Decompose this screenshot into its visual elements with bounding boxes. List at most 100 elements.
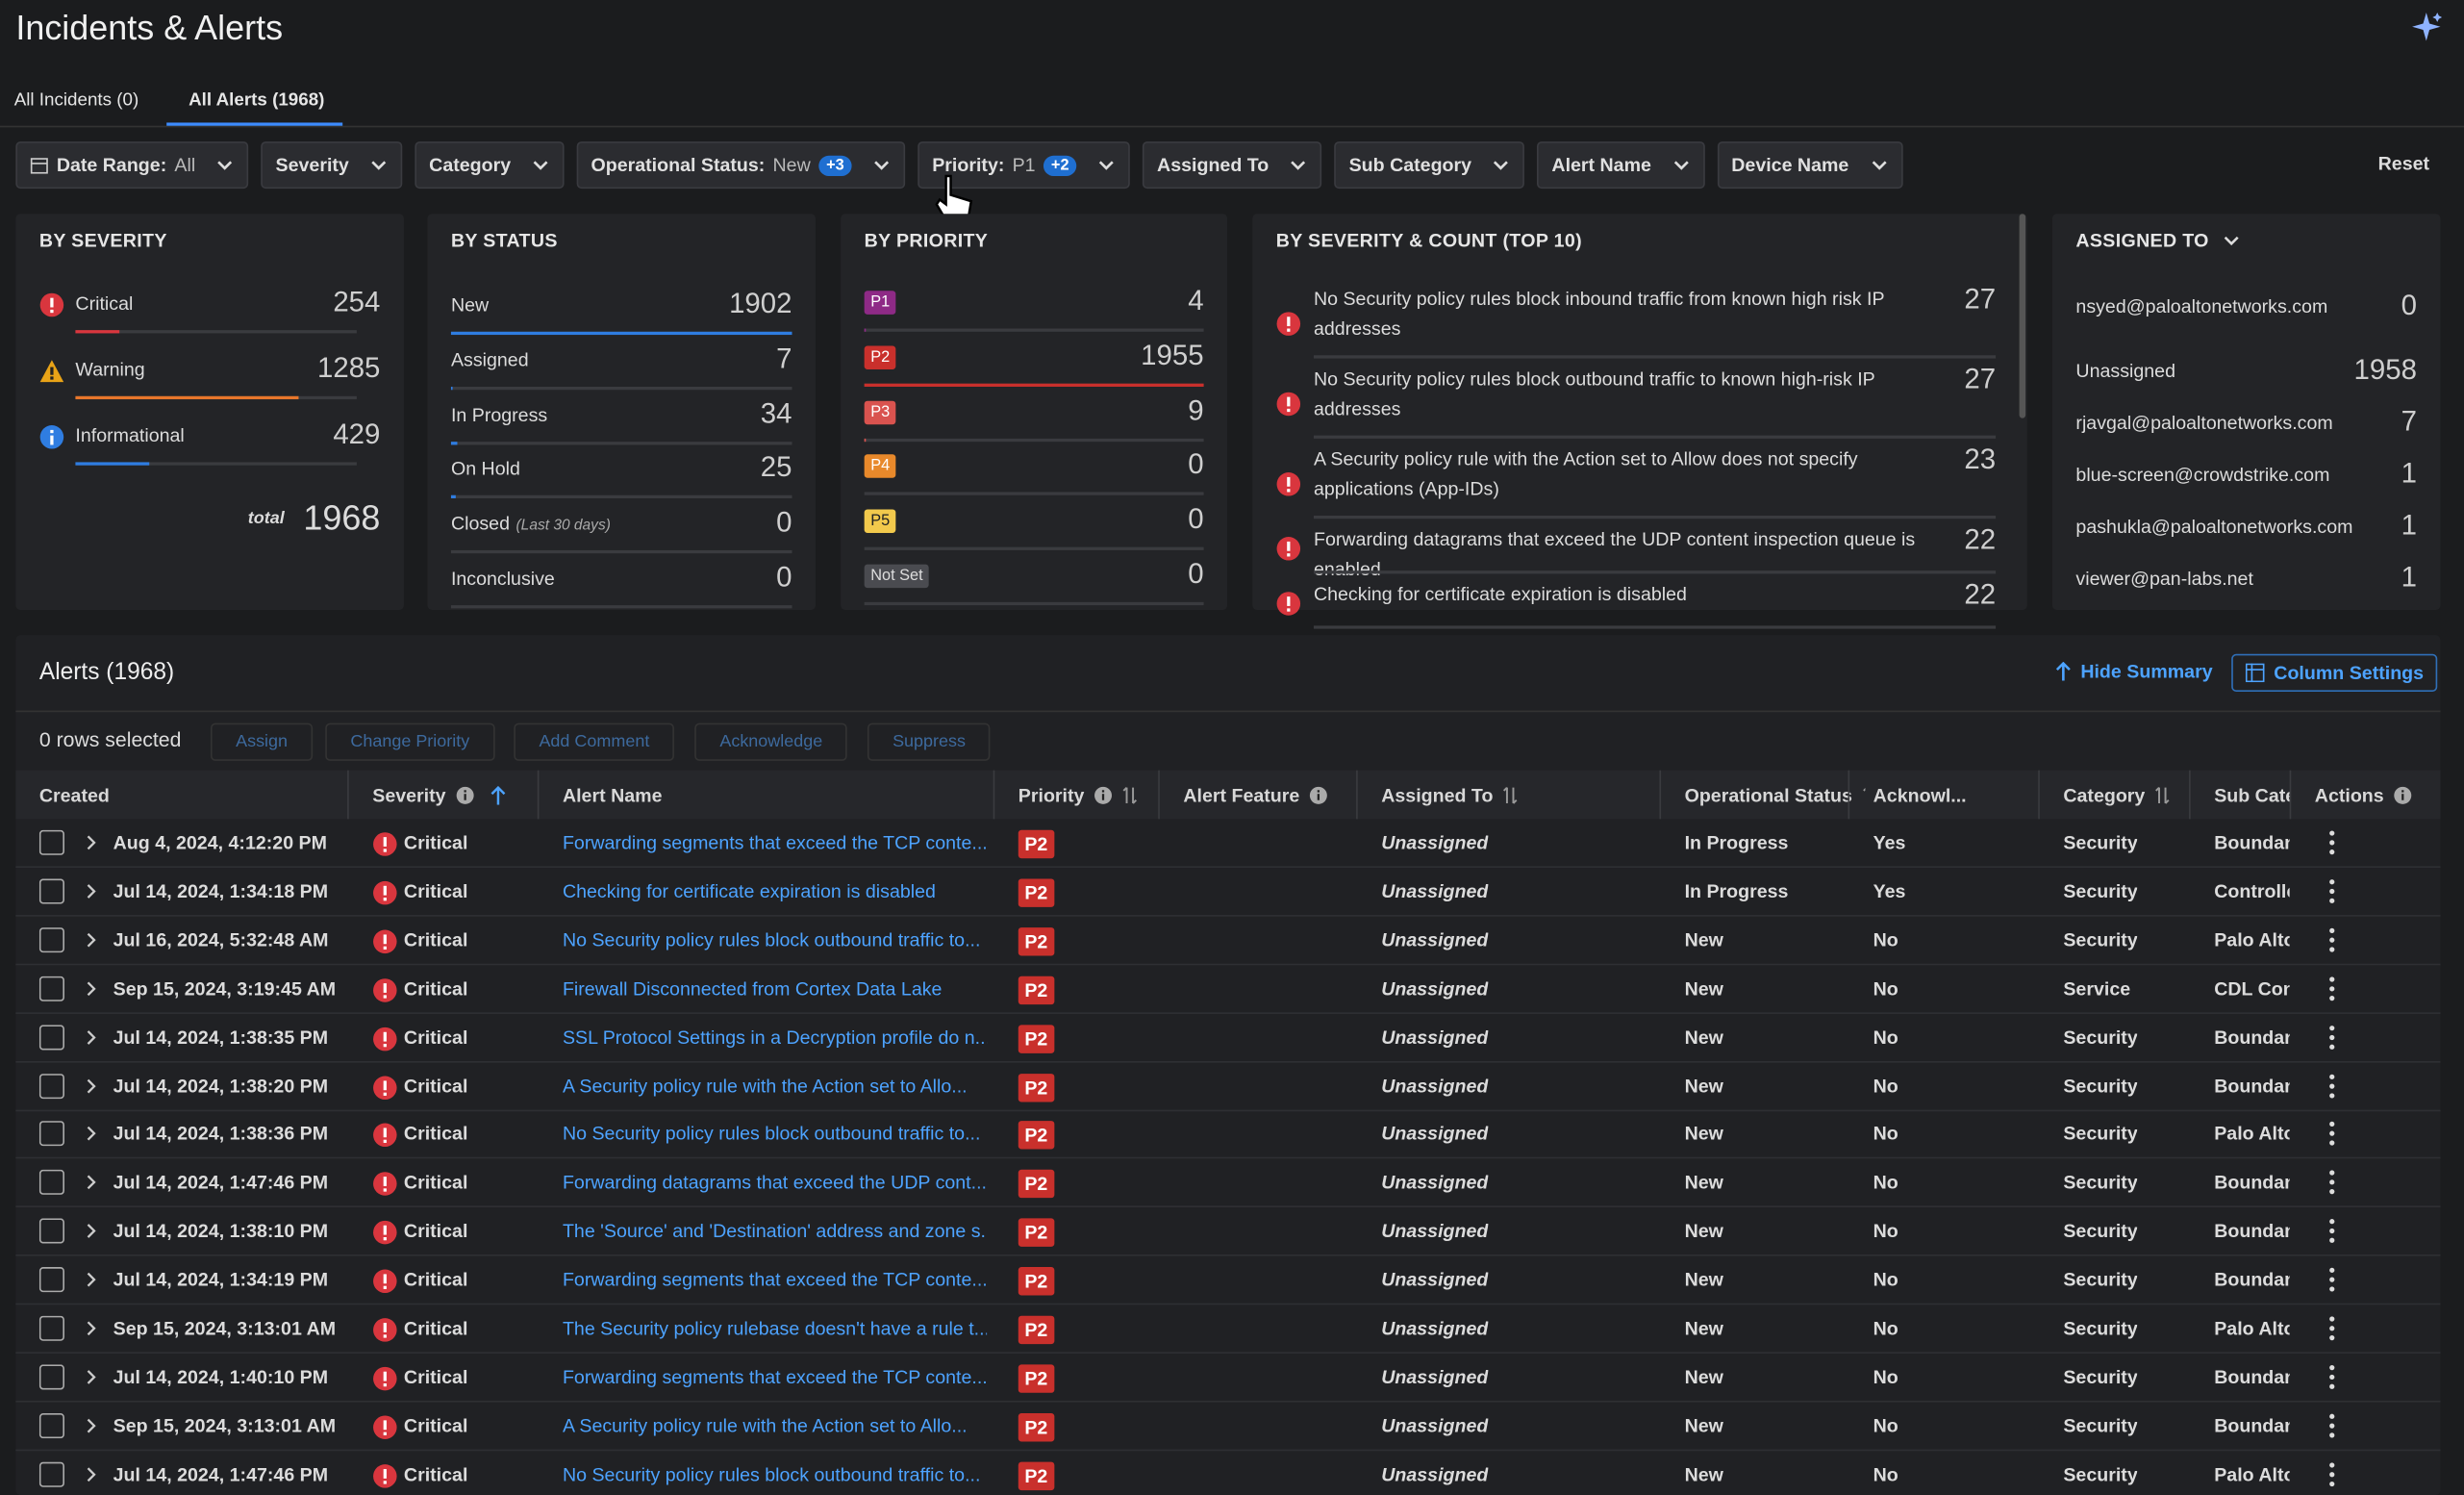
filter-dropdown[interactable]: Assigned To <box>1143 141 1321 189</box>
alert-name-link[interactable]: Firewall Disconnected from Cortex Data L… <box>563 977 942 1000</box>
tab[interactable]: All Alerts (1968) <box>189 91 324 111</box>
row-menu[interactable] <box>2327 1267 2337 1292</box>
alert-name-link[interactable]: Forwarding segments that exceed the TCP … <box>563 1366 987 1388</box>
alert-name-link[interactable]: No Security policy rules block outbound … <box>563 928 980 950</box>
bar-track <box>865 329 1204 332</box>
row-menu[interactable] <box>2327 1073 2337 1098</box>
column-header[interactable]: Created <box>39 784 110 806</box>
checkbox[interactable] <box>39 1170 64 1195</box>
ai-icon[interactable] <box>2409 10 2444 44</box>
action-button[interactable]: Acknowledge <box>694 723 847 761</box>
expand[interactable] <box>85 883 97 899</box>
alert-name-link[interactable]: The Security policy rulebase doesn't hav… <box>563 1317 987 1339</box>
row-menu[interactable] <box>2327 1170 2337 1195</box>
column-header[interactable]: Sub Cate <box>2214 784 2289 806</box>
expand[interactable] <box>85 1175 97 1190</box>
filter-dropdown[interactable]: Operational Status:New+3 <box>577 141 906 189</box>
priority-badge: P2 <box>1018 1073 1054 1101</box>
checkbox[interactable] <box>39 976 64 1001</box>
checkbox[interactable] <box>39 878 64 903</box>
action-button[interactable]: Suppress <box>867 723 991 761</box>
action-button[interactable]: Change Priority <box>325 723 494 761</box>
column-header[interactable]: Priority <box>1018 784 1138 806</box>
column-header[interactable]: Alert Name <box>563 784 663 806</box>
acknowledged: No <box>1873 1075 1898 1097</box>
filter-dropdown[interactable]: Sub Category <box>1335 141 1525 189</box>
column-header[interactable]: Severity <box>372 784 505 806</box>
filter-dropdown[interactable]: Date Range:All <box>15 141 248 189</box>
action-button[interactable]: Add Comment <box>514 723 674 761</box>
hide-summary[interactable]: Hide Summary <box>2055 660 2212 682</box>
column-header[interactable]: Acknowl... <box>1873 784 1967 806</box>
expand[interactable] <box>85 1321 97 1336</box>
column-header[interactable]: Alert Feature <box>1183 784 1327 806</box>
row-menu[interactable] <box>2327 878 2337 903</box>
checkbox[interactable] <box>39 1025 64 1050</box>
column-header[interactable]: Assigned To <box>1381 784 1518 806</box>
acknowledged: No <box>1873 1123 1898 1145</box>
alert-name-link[interactable]: Forwarding segments that exceed the TCP … <box>563 1269 987 1291</box>
checkbox[interactable] <box>39 830 64 855</box>
expand[interactable] <box>85 1077 97 1093</box>
row-menu[interactable] <box>2327 1364 2337 1389</box>
panel-title: BY SEVERITY & COUNT (TOP 10) <box>1276 230 1582 252</box>
column-header[interactable]: Actions <box>2315 784 2412 806</box>
checkbox[interactable] <box>39 1073 64 1098</box>
expand[interactable] <box>85 1029 97 1045</box>
alert-name-link[interactable]: Forwarding datagrams that exceed the UDP… <box>563 1172 987 1194</box>
created: Sep 15, 2024, 3:13:01 AM <box>113 1317 336 1339</box>
checkbox[interactable] <box>39 1316 64 1341</box>
filter-dropdown[interactable]: Category <box>415 141 564 189</box>
checkbox[interactable] <box>39 1122 64 1147</box>
checkbox[interactable] <box>39 1413 64 1438</box>
column-settings[interactable]: Column Settings <box>2231 654 2438 692</box>
row-menu[interactable] <box>2327 1122 2337 1147</box>
alert-name-link[interactable]: No Security policy rules block outbound … <box>563 1463 980 1485</box>
column-divider <box>1158 771 1160 820</box>
row-menu[interactable] <box>2327 1461 2337 1486</box>
tab[interactable]: All Incidents (0) <box>14 91 139 111</box>
expand[interactable] <box>85 932 97 948</box>
row-menu[interactable] <box>2327 1219 2337 1244</box>
alert-name-link[interactable]: Forwarding segments that exceed the TCP … <box>563 831 987 853</box>
row-menu[interactable] <box>2327 1413 2337 1438</box>
reset-button[interactable]: Reset <box>2378 153 2429 175</box>
row-menu[interactable] <box>2327 976 2337 1001</box>
panel-title[interactable]: ASSIGNED TO <box>2075 230 2240 252</box>
checkbox[interactable] <box>39 1267 64 1292</box>
expand[interactable] <box>85 1224 97 1239</box>
sort-icon <box>1502 786 1518 805</box>
action-button[interactable]: Assign <box>211 723 313 761</box>
assigned: Unassigned <box>1381 1075 1488 1097</box>
row-menu[interactable] <box>2327 1316 2337 1341</box>
alert-name-link[interactable]: SSL Protocol Settings in a Decryption pr… <box>563 1026 987 1048</box>
severity-icon <box>372 831 397 856</box>
alert-name-link[interactable]: The 'Source' and 'Destination' address a… <box>563 1220 987 1242</box>
checkbox[interactable] <box>39 1219 64 1244</box>
filter-dropdown[interactable]: Device Name <box>1718 141 1902 189</box>
checkbox[interactable] <box>39 927 64 952</box>
expand[interactable] <box>85 1466 97 1482</box>
alert-name-link[interactable]: A Security policy rule with the Action s… <box>563 1414 968 1436</box>
row-menu[interactable] <box>2327 1025 2337 1050</box>
expand[interactable] <box>85 835 97 850</box>
filter-dropdown[interactable]: Severity <box>262 141 403 189</box>
expand[interactable] <box>85 1127 97 1142</box>
expand[interactable] <box>85 1418 97 1433</box>
filter-dropdown[interactable]: Alert Name <box>1538 141 1705 189</box>
checkbox[interactable] <box>39 1461 64 1486</box>
expand[interactable] <box>85 1272 97 1287</box>
alert-name-link[interactable]: No Security policy rules block outbound … <box>563 1123 980 1145</box>
row-menu[interactable] <box>2327 927 2337 952</box>
status: In Progress <box>1685 831 1789 853</box>
column-header[interactable]: Category <box>2063 784 2170 806</box>
alert-name-link[interactable]: A Security policy rule with the Action s… <box>563 1075 968 1097</box>
checkbox[interactable] <box>39 1364 64 1389</box>
expand[interactable] <box>85 980 97 996</box>
category: Security <box>2063 1172 2137 1194</box>
alert-name-link[interactable]: Checking for certificate expiration is d… <box>563 880 936 902</box>
expand[interactable] <box>85 1369 97 1384</box>
column-header[interactable]: Operational Status <box>1685 784 1866 806</box>
row-menu[interactable] <box>2327 830 2337 855</box>
